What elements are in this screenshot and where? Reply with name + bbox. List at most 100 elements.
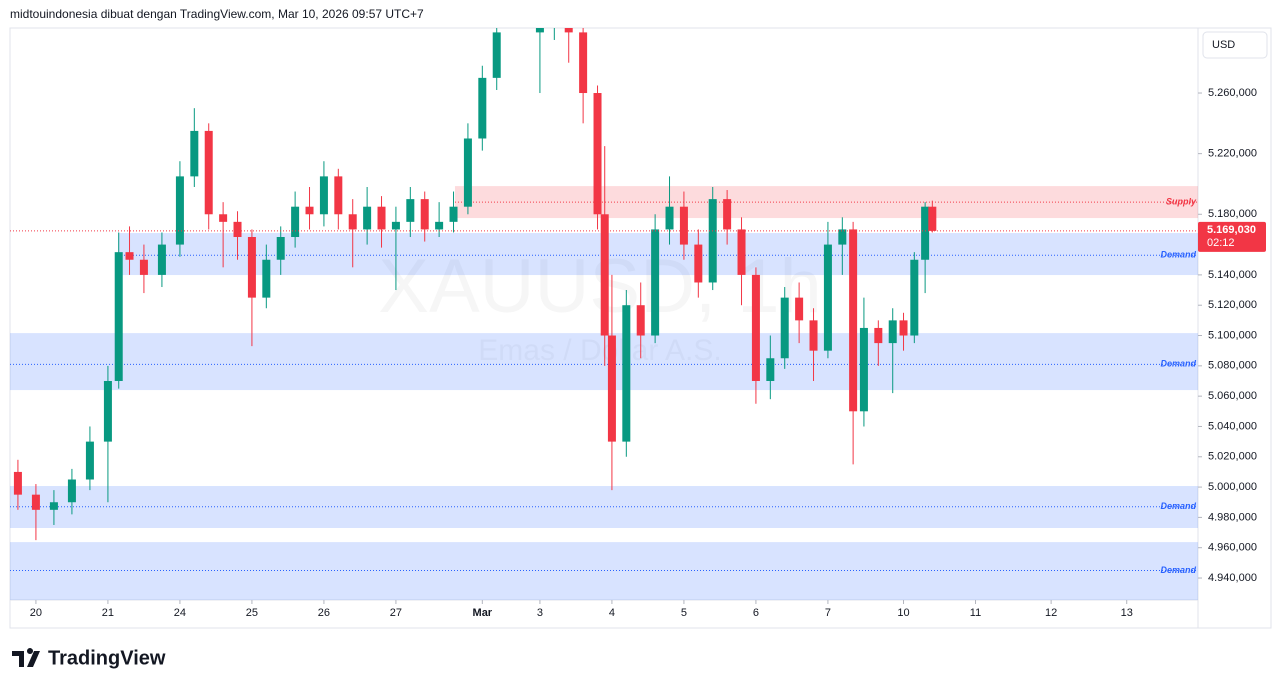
- plot: XAUUSD, 1h Emas / Dollar A.S. Supply Dema…: [10, 0, 1198, 600]
- candle-body: [492, 32, 501, 78]
- y-tick-label: 5.020,000: [1208, 451, 1257, 463]
- x-tick-label: 20: [30, 607, 42, 619]
- candle-body: [420, 199, 429, 230]
- x-tick-label: 13: [1121, 607, 1133, 619]
- candle-body: [535, 28, 544, 33]
- candle-body: [391, 221, 400, 230]
- candle-body: [463, 138, 472, 207]
- candle-body: [219, 214, 228, 222]
- candle-body: [435, 221, 444, 230]
- candle-body: [622, 305, 631, 442]
- currency-button[interactable]: [1202, 31, 1268, 59]
- candle-body: [276, 237, 285, 260]
- candle-body: [607, 335, 616, 442]
- candle-body: [780, 297, 789, 359]
- candle-body: [766, 358, 775, 381]
- x-tick-label: Mar: [473, 607, 493, 619]
- candle-body: [157, 244, 166, 275]
- candle-body: [600, 214, 609, 336]
- candle-body: [85, 441, 94, 480]
- candle-body: [114, 252, 123, 381]
- candle-body: [593, 93, 602, 215]
- candle-body: [910, 259, 919, 336]
- x-tick-label: 7: [825, 607, 831, 619]
- watermark-symbol: XAUUSD, 1h: [378, 244, 822, 329]
- candle-body: [139, 259, 148, 275]
- candle-body: [795, 297, 804, 321]
- candle-body: [175, 176, 184, 245]
- candle-body: [204, 130, 213, 215]
- candle-body: [694, 244, 703, 283]
- y-tick-label: 5.120,000: [1208, 299, 1257, 311]
- candle-body: [190, 130, 199, 177]
- x-tick-label: 27: [390, 607, 402, 619]
- candle-body: [849, 229, 858, 412]
- candle-body: [103, 380, 112, 442]
- candle-body: [888, 320, 897, 344]
- candle-body: [550, 0, 558, 2]
- candle-body: [665, 206, 674, 230]
- candle-body: [564, 28, 573, 33]
- y-tick-label: 5.000,000: [1208, 481, 1257, 493]
- zone-label: Demand: [1160, 565, 1196, 575]
- candle-body: [363, 206, 372, 230]
- zone: [10, 333, 1198, 391]
- y-tick-label: 5.180,000: [1208, 208, 1257, 220]
- header-title: midtouindonesia dibuat dengan TradingVie…: [10, 7, 424, 21]
- candle-body: [859, 327, 868, 412]
- candle-body: [319, 176, 328, 215]
- x-tick-label: 11: [970, 607, 981, 619]
- y-tick-label: 4.960,000: [1208, 542, 1257, 554]
- y-tick-label: 4.940,000: [1208, 572, 1257, 584]
- candle-body: [823, 244, 832, 351]
- candle-body: [838, 229, 847, 245]
- candle-body: [334, 176, 343, 215]
- candle-body: [247, 237, 256, 298]
- candle-body: [305, 206, 314, 215]
- candle-body: [49, 502, 58, 510]
- zone-label: Demand: [1160, 250, 1196, 260]
- candle-body: [125, 252, 134, 260]
- zone: [10, 542, 1198, 600]
- watermark-desc: Emas / Dollar A.S.: [478, 334, 721, 367]
- candle-body: [809, 320, 818, 351]
- candle-body: [636, 305, 645, 336]
- candle-body: [579, 32, 588, 94]
- candle-body: [679, 206, 688, 245]
- x-tick-label: 4: [609, 607, 615, 619]
- x-tick-label: 10: [897, 607, 909, 619]
- y-tick-label: 5.140,000: [1208, 269, 1257, 281]
- candle-body: [899, 320, 908, 336]
- candle-body: [348, 214, 357, 230]
- zone-label: Supply: [1166, 197, 1197, 207]
- x-tick-label: 6: [753, 607, 759, 619]
- last-price-label: 5.169,030: [1207, 224, 1256, 236]
- y-tick-label: 4.980,000: [1208, 511, 1257, 523]
- y-tick-label: 5.080,000: [1208, 360, 1257, 372]
- candle-body: [377, 206, 386, 230]
- logo-text: TradingView: [48, 647, 166, 669]
- candle-body: [291, 206, 300, 238]
- candle-body: [406, 199, 415, 222]
- x-tick-label: 24: [174, 607, 186, 619]
- candle-body: [262, 259, 271, 298]
- y-tick-label: 5.060,000: [1208, 390, 1257, 402]
- currency[interactable]: USD: [1212, 39, 1235, 51]
- x-tick-label: 21: [102, 607, 114, 619]
- candle-body: [449, 206, 458, 222]
- zone-label: Demand: [1160, 501, 1196, 511]
- x-tick-label: 5: [681, 607, 687, 619]
- candle-body: [478, 77, 487, 139]
- candle-body: [737, 229, 746, 275]
- candle-body: [928, 206, 937, 231]
- candle-body: [874, 327, 883, 344]
- countdown: 02:12: [1207, 237, 1235, 249]
- candle-body: [67, 479, 76, 503]
- frame: [9, 27, 1272, 629]
- last-price-box: [1198, 221, 1266, 252]
- candle-body: [13, 471, 22, 495]
- tradingview-logo: TradingView: [12, 647, 166, 669]
- y-tick-label: 5.100,000: [1208, 329, 1257, 341]
- zone-label: Demand: [1160, 359, 1196, 369]
